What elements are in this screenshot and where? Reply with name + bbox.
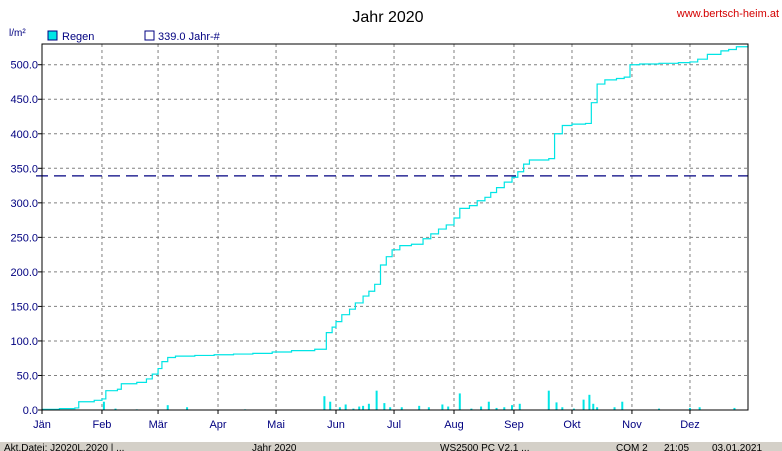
daily-rain-bar	[418, 405, 421, 410]
daily-rain-bar	[698, 407, 701, 410]
status-com: COM 2	[616, 443, 648, 451]
daily-rain-bar	[383, 403, 386, 410]
daily-rain-bar	[547, 390, 550, 410]
daily-rain-bar	[621, 401, 624, 410]
daily-rain-bar	[511, 405, 514, 410]
daily-rain-bar	[561, 407, 564, 410]
daily-rain-bar	[441, 404, 444, 410]
daily-rain-bar	[733, 407, 736, 410]
legend-average-label: 339.0 Jahr-#	[158, 31, 221, 43]
y-tick-label: 400.0	[10, 129, 38, 141]
y-tick-label: 350.0	[10, 163, 38, 175]
daily-rain-bar	[323, 396, 326, 410]
daily-rain-bar	[470, 408, 473, 410]
daily-rain-bar	[186, 407, 189, 410]
status-bar-background	[0, 442, 782, 451]
daily-rain-bar	[658, 408, 661, 410]
x-tick-label: Mär	[149, 419, 168, 431]
daily-rain-bar	[688, 407, 691, 410]
status-year: Jahr 2020	[252, 443, 297, 451]
daily-rain-bar	[588, 394, 591, 410]
legend-rain-swatch	[47, 30, 58, 41]
x-tick-label: Jun	[327, 419, 345, 431]
daily-rain-bar	[114, 408, 117, 410]
status-time: 21:05	[664, 443, 689, 451]
daily-rain-bar	[592, 403, 595, 410]
legend: Regen 339.0 Jahr-#	[47, 30, 221, 43]
daily-rain-bar	[613, 407, 616, 410]
status-date: 03.01.2021	[712, 443, 762, 451]
daily-rain-bar	[487, 401, 490, 410]
daily-rain-bar	[495, 407, 498, 410]
daily-rain-bar	[352, 408, 355, 410]
daily-rain-bar	[480, 406, 483, 410]
daily-rain-bar	[344, 404, 347, 410]
daily-rain-bar	[389, 407, 392, 410]
daily-rain-bar	[447, 406, 450, 410]
y-tick-label: 300.0	[10, 198, 38, 210]
x-tick-label: Nov	[622, 419, 642, 431]
daily-rain-bar	[329, 401, 332, 410]
y-tick-label: 500.0	[10, 60, 38, 72]
site-url[interactable]: www.bertsch-heim.at	[676, 8, 779, 20]
legend-rain-label: Regen	[62, 31, 94, 43]
x-axis-ticks: Jän Feb Mär Apr Mai Jun Jul Aug Sep Okt Nov Dez	[33, 410, 700, 431]
daily-rain-bar	[358, 406, 361, 410]
x-tick-label: Apr	[209, 419, 226, 431]
chart-title: Jahr 2020	[352, 9, 423, 26]
x-tick-label: Dez	[680, 419, 700, 431]
y-tick-label: 200.0	[10, 267, 38, 279]
y-axis-unit: l/m²	[9, 28, 26, 39]
y-tick-label: 50.0	[17, 370, 38, 382]
x-tick-label: Jän	[33, 419, 51, 431]
daily-rain-bar	[166, 405, 169, 410]
x-tick-label: Aug	[444, 419, 464, 431]
daily-rain-bar	[458, 393, 461, 410]
y-tick-label: 100.0	[10, 336, 38, 348]
x-tick-label: Okt	[563, 419, 580, 431]
x-tick-label: Jul	[387, 419, 401, 431]
y-tick-label: 0.0	[23, 405, 38, 417]
y-tick-label: 150.0	[10, 301, 38, 313]
daily-rain-bar	[503, 407, 506, 410]
daily-rain-bar	[367, 403, 370, 410]
legend-average-swatch	[144, 30, 155, 41]
daily-rain-bar	[572, 408, 575, 410]
y-tick-label: 450.0	[10, 94, 38, 106]
daily-rain-bar	[582, 399, 585, 410]
daily-rain-bar	[375, 390, 378, 410]
x-tick-label: Sep	[504, 419, 524, 431]
daily-rain-bar	[427, 407, 430, 410]
daily-rain-bar	[362, 405, 365, 410]
y-tick-label: 250.0	[10, 232, 38, 244]
daily-rain-bar	[555, 402, 558, 410]
cumulative-rain-line	[42, 45, 749, 410]
status-left: Akt.Datei: J2020L.2020 | ...	[4, 443, 124, 451]
daily-rain-bar	[102, 401, 105, 410]
status-version: WS2500 PC V2.1 ...	[440, 443, 530, 451]
status-bar: Akt.Datei: J2020L.2020 | ... Jahr 2020 W…	[0, 442, 782, 451]
daily-rain-bar	[400, 407, 403, 410]
x-tick-label: Feb	[92, 419, 111, 431]
y-axis-ticks: 0.0 50.0 100.0 150.0 200.0 250.0 300.0 350.0 400…	[10, 60, 42, 417]
daily-rain-bars	[102, 390, 736, 411]
plot-frame	[41, 43, 749, 411]
daily-rain-bar	[518, 403, 521, 410]
x-tick-label: Mai	[267, 419, 285, 431]
daily-rain-bar	[338, 407, 341, 410]
daily-rain-bar	[596, 407, 599, 410]
